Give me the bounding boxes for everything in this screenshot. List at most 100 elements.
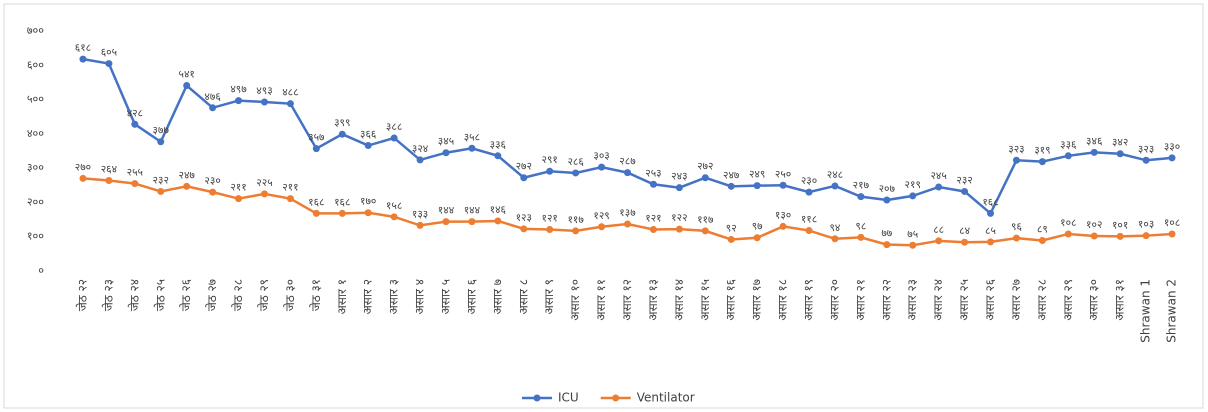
point bbox=[675, 225, 683, 233]
data-label: ३९९ bbox=[334, 117, 350, 129]
point bbox=[1038, 158, 1046, 166]
point bbox=[416, 156, 424, 164]
y-tick-label: ० bbox=[38, 264, 44, 277]
x-tick-label: जेठ ३१ bbox=[309, 279, 323, 311]
point bbox=[1012, 234, 1020, 242]
y-tick-label: ५०० bbox=[27, 93, 44, 106]
point bbox=[909, 192, 917, 200]
data-label: २४३ bbox=[671, 171, 687, 183]
x-tick-label: असार ७ bbox=[490, 279, 504, 314]
data-label: ३३० bbox=[1164, 141, 1180, 153]
x-tick-label: असार २४ bbox=[931, 279, 945, 321]
x-tick-label: असार १५ bbox=[698, 279, 712, 321]
point bbox=[416, 221, 424, 229]
data-label: १७० bbox=[360, 196, 376, 208]
data-label: ९६ bbox=[1011, 221, 1022, 233]
x-tick-label: असार १२ bbox=[620, 279, 634, 321]
data-label: १२१ bbox=[645, 213, 661, 225]
data-label: २०७ bbox=[879, 183, 896, 195]
data-label: २३२ bbox=[956, 174, 972, 186]
data-label: ३२३ bbox=[1008, 143, 1024, 155]
x-tick-label: असार १४ bbox=[672, 279, 686, 321]
data-label: ८८ bbox=[933, 224, 944, 236]
x-tick-label: जेठ २२ bbox=[75, 279, 89, 311]
point bbox=[572, 169, 580, 177]
y-tick-label: १०० bbox=[27, 230, 44, 243]
data-label: २२५ bbox=[256, 177, 272, 189]
data-label: २५५ bbox=[127, 167, 143, 179]
x-tick-label: Shrawan 2 bbox=[1165, 279, 1179, 343]
point bbox=[546, 226, 554, 234]
data-label: २४५ bbox=[930, 170, 946, 182]
point bbox=[598, 163, 606, 171]
y-tick-label: ३०० bbox=[27, 161, 44, 174]
point bbox=[857, 233, 865, 241]
data-label: १०८ bbox=[1164, 217, 1180, 229]
point bbox=[390, 213, 398, 221]
x-tick-label: असार ३० bbox=[1087, 279, 1101, 321]
point bbox=[157, 187, 165, 195]
point bbox=[364, 209, 372, 217]
data-label: २३० bbox=[204, 175, 220, 187]
point bbox=[598, 223, 606, 231]
data-label: ९२ bbox=[726, 222, 737, 234]
legend-marker bbox=[612, 394, 620, 402]
data-label: १०३ bbox=[1138, 219, 1154, 231]
point bbox=[286, 100, 294, 108]
point bbox=[1116, 232, 1124, 240]
legend-marker bbox=[533, 394, 541, 402]
data-label: ७५ bbox=[907, 228, 918, 240]
x-tick-label: जेठ ३० bbox=[283, 279, 297, 311]
data-label: २१९ bbox=[905, 179, 921, 191]
data-label: ६१८ bbox=[75, 42, 91, 54]
point bbox=[883, 241, 891, 249]
point bbox=[701, 227, 709, 235]
point bbox=[494, 152, 502, 160]
data-label: २९१ bbox=[542, 154, 558, 166]
data-label: १४४ bbox=[438, 205, 454, 217]
point bbox=[79, 174, 87, 182]
y-tick-label: २०० bbox=[27, 195, 44, 208]
point bbox=[468, 218, 476, 226]
point bbox=[935, 183, 943, 191]
point bbox=[831, 235, 839, 243]
data-label: ३४६ bbox=[1086, 135, 1102, 147]
data-label: २४७ bbox=[723, 169, 740, 181]
x-tick-label: असार ३१ bbox=[1113, 279, 1127, 321]
data-label: ३४५ bbox=[438, 136, 454, 148]
point bbox=[390, 134, 398, 142]
point bbox=[831, 182, 839, 190]
point bbox=[312, 145, 320, 153]
y-tick-label: ७०० bbox=[27, 24, 44, 37]
point bbox=[260, 98, 268, 106]
data-label: ३०३ bbox=[593, 150, 609, 162]
point bbox=[105, 60, 113, 68]
point bbox=[1038, 236, 1046, 244]
x-tick-label: असार ३ bbox=[387, 279, 401, 314]
point bbox=[779, 222, 787, 230]
point bbox=[1168, 154, 1176, 162]
data-label: ११८ bbox=[801, 214, 817, 226]
data-label: ७७ bbox=[881, 228, 892, 240]
x-tick-label: जेठ २५ bbox=[153, 279, 167, 311]
point bbox=[1064, 230, 1072, 238]
x-tick-label: जेठ २६ bbox=[179, 279, 193, 311]
x-tick-label: असार २९ bbox=[1061, 279, 1075, 321]
legend-label: ICU bbox=[558, 391, 579, 405]
data-label: २५० bbox=[775, 168, 791, 180]
x-tick-label: असार २ bbox=[361, 279, 375, 314]
data-label: १५८ bbox=[386, 200, 402, 212]
data-label: ४९३ bbox=[256, 85, 272, 97]
point bbox=[235, 195, 243, 203]
point bbox=[961, 238, 969, 246]
x-tick-label: असार ९ bbox=[542, 279, 556, 314]
point bbox=[779, 181, 787, 189]
point bbox=[520, 225, 528, 233]
point bbox=[79, 55, 87, 63]
x-tick-label: जेठ २३ bbox=[101, 279, 115, 311]
data-label: १४६ bbox=[490, 204, 506, 216]
data-label: ४२८ bbox=[127, 107, 143, 119]
point bbox=[727, 235, 735, 243]
data-label: १२१ bbox=[542, 213, 558, 225]
